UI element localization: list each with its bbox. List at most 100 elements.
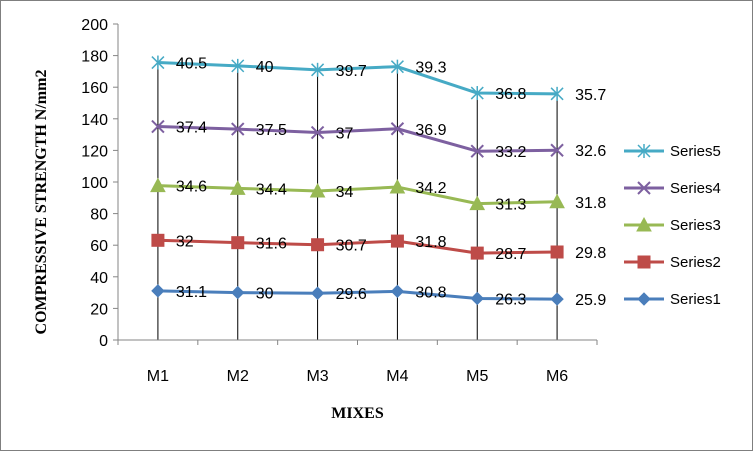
- y-tick-label: 140: [81, 112, 108, 129]
- data-label: 37.4: [176, 120, 207, 137]
- legend-label: Series4: [670, 180, 721, 197]
- data-label: 32: [176, 233, 194, 250]
- data-label: 29.8: [575, 245, 606, 262]
- data-label: 34: [336, 184, 354, 201]
- data-label: 34.4: [256, 181, 287, 198]
- data-point: [637, 144, 651, 158]
- data-label: 30: [256, 286, 274, 303]
- data-point: [231, 58, 245, 73]
- data-label: 30.8: [415, 284, 446, 301]
- x-tick-label: M1: [147, 368, 169, 385]
- data-point: [151, 233, 165, 247]
- data-point: [469, 195, 486, 211]
- y-tick-label: 0: [99, 333, 108, 350]
- data-point: [229, 180, 246, 195]
- x-tick-label: M5: [466, 368, 488, 385]
- data-point: [550, 86, 564, 101]
- y-tick-label: 20: [90, 301, 108, 318]
- data-point: [636, 216, 652, 232]
- data-label: 35.7: [575, 87, 606, 104]
- data-label: 37: [336, 126, 354, 143]
- data-point: [390, 284, 405, 299]
- data-point: [390, 234, 404, 248]
- series-line-1: [157, 289, 558, 301]
- data-point: [390, 59, 404, 74]
- data-label: 36.8: [495, 86, 526, 103]
- data-labels: 31.1 30 29.6 30.8 26.3 25.9 32 31.6 30.7 31.8 28.7…: [176, 56, 606, 310]
- x-axis-title: MIXES: [331, 405, 384, 422]
- legend-item: Series3: [624, 216, 721, 234]
- data-label: 31.6: [256, 236, 287, 253]
- data-point: [231, 122, 245, 136]
- data-point: [231, 285, 245, 300]
- data-point: [151, 119, 165, 134]
- data-label: 29.6: [336, 286, 367, 303]
- data-point: [310, 125, 325, 140]
- data-label: 26.3: [495, 291, 526, 308]
- data-point: [151, 284, 165, 298]
- data-point: [309, 182, 326, 198]
- data-label: 31.3: [495, 197, 526, 214]
- x-tick-label: M6: [546, 368, 568, 385]
- x-tick-label: M2: [227, 368, 249, 385]
- data-point: [470, 246, 484, 260]
- data-label: 28.7: [495, 246, 526, 263]
- series-group: [150, 55, 565, 306]
- x-axis-ticks: M1 M2 M3 M4 M5 M6: [117, 340, 598, 385]
- y-tick-label: 160: [81, 80, 108, 97]
- y-tick-label: 100: [81, 175, 108, 192]
- data-point: [470, 144, 484, 158]
- data-point: [637, 255, 651, 269]
- series-line-5: [157, 61, 558, 96]
- data-point: [311, 238, 325, 252]
- data-label: 25.9: [575, 292, 606, 309]
- y-tick-label: 200: [81, 17, 108, 34]
- data-point: [550, 143, 564, 157]
- series-line-3: [157, 184, 558, 206]
- y-tick-label: 60: [90, 238, 108, 255]
- data-point: [637, 181, 651, 195]
- data-point: [390, 122, 405, 136]
- data-label: 33.2: [495, 144, 526, 161]
- data-point: [389, 179, 406, 194]
- y-axis-title: COMPRESSIVE STRENGTH N/mm2: [33, 70, 50, 335]
- data-label: 34.6: [176, 179, 207, 196]
- data-point: [550, 292, 564, 306]
- legend-label: Series3: [670, 217, 721, 234]
- x-tick-label: M3: [306, 368, 328, 385]
- data-point: [549, 193, 565, 209]
- data-label: 39.3: [415, 60, 446, 77]
- data-point: [150, 177, 166, 193]
- data-label: 39.7: [336, 63, 367, 80]
- y-tick-label: 40: [90, 270, 108, 287]
- y-tick-label: 180: [81, 49, 108, 66]
- data-point: [231, 236, 245, 250]
- data-label: 31.8: [575, 195, 606, 212]
- legend-item: Series5: [624, 143, 721, 160]
- data-point: [470, 291, 484, 306]
- data-point: [637, 292, 651, 306]
- y-tick-label: 120: [81, 143, 108, 160]
- legend-item: Series4: [624, 180, 721, 197]
- x-tick-label: M4: [386, 368, 408, 385]
- data-label: 30.7: [336, 238, 367, 255]
- data-label: 34.2: [415, 180, 446, 197]
- series-line-4: [157, 125, 558, 153]
- legend-label: Series2: [670, 254, 721, 271]
- data-label: 40: [256, 59, 274, 76]
- data-point: [151, 55, 165, 70]
- series-line-2: [157, 238, 558, 255]
- legend: Series5 Series4 Series3 Series2 Series1: [624, 143, 721, 308]
- data-label: 37.5: [256, 122, 287, 139]
- data-point: [310, 286, 325, 300]
- data-label: 32.6: [575, 143, 606, 160]
- data-point: [311, 62, 325, 77]
- data-point: [550, 245, 564, 259]
- data-label: 31.1: [176, 284, 207, 301]
- legend-label: Series1: [670, 291, 721, 308]
- y-axis-ticks: 0 20 40 60 80 100 120 140 160 180 200: [81, 17, 118, 350]
- legend-item: Series2: [624, 254, 721, 271]
- y-tick-label: 80: [90, 207, 108, 224]
- legend-label: Series5: [670, 143, 721, 160]
